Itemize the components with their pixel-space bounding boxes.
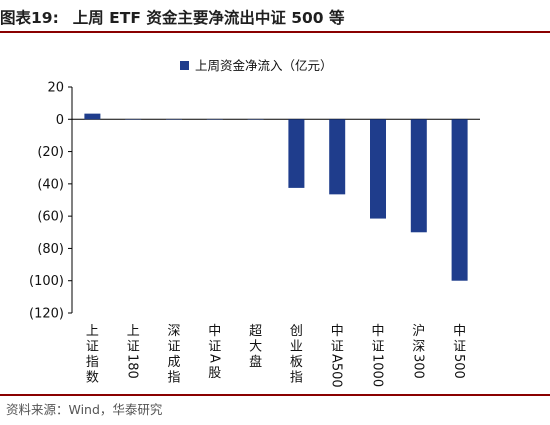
y-tick-labels: 20 0 (20) (40) (60) (80) (100) (120) [29, 81, 64, 322]
bars [84, 113, 468, 281]
y-tick-label: (60) [37, 210, 64, 225]
x-category-label-text: 大 [249, 340, 262, 355]
x-category-label-text: 1000 [370, 354, 385, 387]
x-category-label-text: 上 [86, 324, 99, 339]
x-category-label-text: 证 [371, 340, 384, 355]
title-rule [0, 31, 550, 33]
figure-title-text: 上周 ETF 资金主要净流出中证 500 等 [72, 9, 345, 27]
x-category-label-text: 盘 [249, 354, 262, 370]
x-category-label-text: 中 [208, 324, 221, 339]
x-category-label-text: 股 [208, 366, 221, 381]
bar [329, 119, 346, 195]
bar [410, 119, 427, 233]
source-note: 资料来源：Wind，华泰研究 [6, 402, 163, 417]
x-category-label-text: 超 [249, 324, 262, 339]
footer-rule [0, 394, 550, 396]
x-category-label-text: 300 [410, 354, 425, 379]
bar [288, 119, 305, 188]
x-category-label-text: 上 [127, 324, 140, 339]
x-category-label-text: 证 [331, 340, 344, 355]
x-category-label-text: 中 [371, 324, 384, 339]
x-category-label-text: A [206, 354, 221, 363]
x-category-label-text: 证 [453, 340, 466, 355]
y-tick-label: 0 [56, 113, 64, 128]
figure-label: 图表19: [0, 9, 59, 27]
x-category-label-text: 指 [290, 371, 303, 386]
x-category-label-text: 指 [167, 371, 180, 386]
figure-title: 图表19: 上周 ETF 资金主要净流出中证 500 等 [0, 6, 550, 30]
legend: 上周资金净流入（亿元） [180, 58, 333, 73]
x-category-label: 超大盘 [249, 324, 262, 370]
y-tick-label: (40) [37, 177, 64, 192]
x-category-label-text: 成 [167, 355, 180, 370]
bar [370, 119, 386, 219]
x-category-label-text: 板 [290, 355, 303, 370]
legend-swatch [180, 61, 189, 70]
x-category-label-text: 创 [290, 324, 303, 339]
x-category-label-text: 证 [167, 340, 180, 355]
x-category-label-text: 证 [127, 340, 140, 355]
x-category-label-text: 180 [125, 354, 140, 379]
x-category-label-text: 500 [451, 354, 466, 379]
y-tick-label: (120) [29, 307, 64, 322]
x-category-label-text: 中 [331, 324, 344, 339]
y-tick-label: 20 [47, 81, 64, 96]
bar [84, 113, 101, 120]
x-category-label-text: 证 [208, 340, 221, 355]
x-category-label-text: 深 [412, 340, 425, 355]
x-category-label-text: 沪 [412, 323, 425, 339]
legend-label: 上周资金净流入（亿元） [195, 58, 333, 73]
y-tick-label: (100) [29, 274, 64, 289]
x-category-label-text: 证 [86, 340, 99, 355]
y-tick-label: (20) [37, 145, 64, 160]
x-category-label-text: 业 [290, 340, 303, 355]
x-category-label-text: 数 [86, 371, 99, 386]
x-category-label-text: 中 [453, 324, 466, 339]
bar [451, 119, 468, 281]
x-category-label-text: A500 [329, 354, 344, 388]
x-category-label-text: 深 [167, 324, 180, 339]
y-tick-label: (80) [37, 242, 64, 257]
x-category-labels: 上证指数上证180深证成指中证A股超大盘创业板指中证A500中证1000沪深30… [86, 323, 466, 388]
bar-chart: 上周资金净流入（亿元） 20 0 (20) (40) (60) (80) (100) (120… [29, 58, 480, 388]
x-category-label-text: 指 [86, 355, 99, 370]
